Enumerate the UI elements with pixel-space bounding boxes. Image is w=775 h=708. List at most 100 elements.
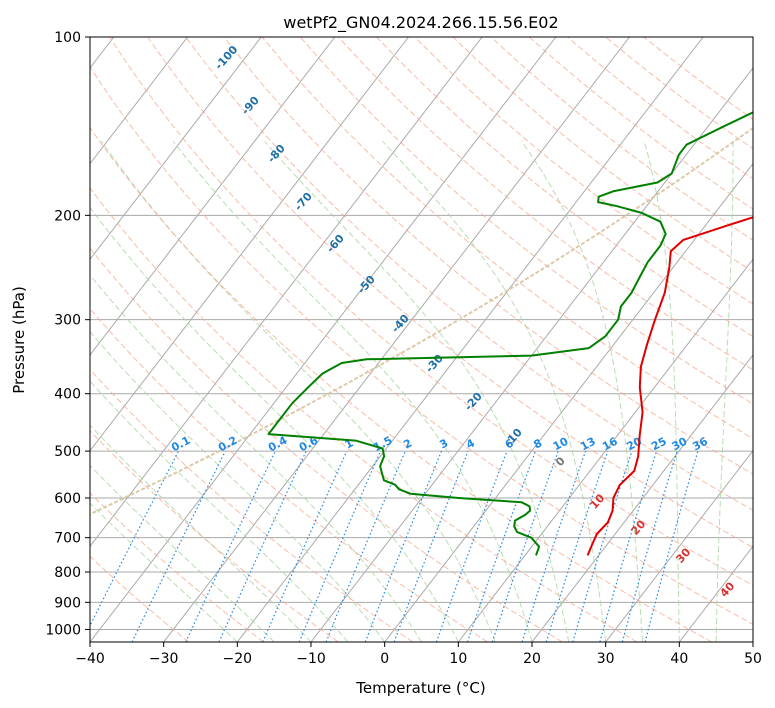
dry-adiabat-line — [338, 37, 753, 371]
mixing-ratio-line — [218, 450, 307, 642]
mixing-ratio-line — [572, 450, 633, 642]
x-tick-label: 30 — [597, 651, 615, 667]
isotherm-line — [90, 37, 483, 548]
adiabat-labels: 0.1 0.2 0.4 0.6 1 1.5 2 3 4 6 8 10 13 16 20 25 30 36-100-… — [169, 43, 737, 600]
moist-adiabat-line — [90, 274, 422, 642]
isotherm-lines — [90, 37, 753, 642]
x-tick-label: 0 — [380, 651, 389, 667]
dry-adiabat-line — [567, 37, 753, 180]
mixing-ratio-line — [599, 450, 658, 642]
dry-adiabat-label: -100 — [212, 43, 240, 72]
dry-adiabat-line — [90, 492, 264, 642]
y-tick-label: 600 — [54, 491, 81, 507]
y-axis: 100 200 300 400 500 600 700 800 900 1000 — [45, 30, 90, 638]
mixing-ratio-label: 3 — [437, 436, 450, 451]
mixing-ratio-line — [545, 450, 609, 642]
moist-adiabat-line — [521, 141, 643, 642]
isotherm-line — [90, 37, 188, 165]
mixing-ratio-line — [393, 450, 469, 642]
data-series — [267, 111, 753, 556]
x-tick-label: 50 — [744, 651, 762, 667]
isotherm-line — [457, 258, 753, 642]
dry-adiabat-line — [90, 368, 414, 642]
x-axis-label: Temperature (°C) — [355, 679, 485, 697]
mixing-ratio-line — [364, 450, 443, 642]
ccl-curve — [90, 126, 753, 516]
isotherm-line — [163, 37, 630, 642]
isotherm-line — [752, 641, 753, 642]
mixing-ratio-line — [262, 450, 348, 642]
mixing-ratio-label: 16 — [600, 435, 620, 454]
dry-adiabat-label: -90 — [239, 94, 262, 118]
x-tick-label: −40 — [75, 651, 105, 667]
x-tick-label: −10 — [296, 651, 326, 667]
dry-adiabat-line — [261, 37, 753, 440]
dry-adiabat-line — [299, 37, 753, 405]
isotherm-line — [90, 37, 557, 642]
mixing-ratio-line — [466, 450, 537, 642]
dry-adiabat-line — [90, 187, 638, 642]
dry-adiabat-line — [185, 37, 753, 511]
dry-adiabat-label: 20 — [628, 517, 648, 537]
x-tick-label: 10 — [449, 651, 467, 667]
isotherm-line — [236, 37, 704, 642]
moist-adiabat-line — [643, 141, 680, 642]
moist-adiabat-line — [90, 424, 312, 642]
ccl-curve-line — [90, 126, 753, 516]
mixing-ratio-label: 1 — [343, 436, 356, 451]
y-tick-label: 800 — [54, 565, 81, 581]
moist-adiabat-line — [101, 141, 496, 642]
dry-adiabat-label: -80 — [265, 142, 288, 166]
moist-adiabat-line — [90, 380, 349, 642]
isotherm-line — [310, 67, 753, 642]
mixing-ratio-line — [644, 450, 699, 642]
dry-adiabat-line — [90, 247, 563, 642]
dry-adiabat-label: 10 — [587, 491, 607, 511]
dry-adiabat-label: 40 — [717, 579, 737, 599]
dry-adiabat-label: -40 — [389, 312, 412, 336]
mixing-ratio-line — [298, 450, 382, 642]
dry-adiabat-line — [90, 65, 753, 625]
y-tick-label: 400 — [54, 387, 81, 403]
mixing-ratio-label: 25 — [649, 435, 669, 454]
dry-adiabat-lines — [90, 37, 753, 642]
temperature-profile-line — [586, 216, 753, 556]
mixing-ratio-label: 10 — [551, 434, 571, 453]
mixing-ratio-label: 20 — [624, 435, 644, 454]
x-tick-label: −20 — [223, 651, 253, 667]
moist-adiabat-lines — [90, 140, 753, 642]
moist-adiabat-line — [90, 502, 238, 642]
y-tick-label: 700 — [54, 531, 81, 547]
mixing-ratio-lines — [90, 450, 699, 642]
moist-adiabat-line — [172, 140, 533, 642]
x-tick-label: 40 — [670, 651, 688, 667]
isotherm-line — [90, 37, 409, 452]
dry-adiabat-line — [528, 37, 753, 210]
plot-area: 0.1 0.2 0.4 0.6 1 1.5 2 3 4 6 8 10 13 16 20 25 30 36-100-… — [90, 37, 753, 642]
dry-adiabat-line — [147, 37, 753, 548]
mixing-ratio-label: 4 — [464, 436, 477, 451]
mixing-ratio-line — [521, 450, 587, 642]
isotherm-line — [90, 37, 336, 356]
mixing-ratio-label: 2 — [401, 436, 414, 451]
mixing-ratio-label: 36 — [690, 435, 710, 454]
y-tick-label: 100 — [54, 30, 81, 46]
mixing-ratio-label: 30 — [670, 435, 690, 454]
mixing-ratio-line — [491, 450, 559, 642]
dry-adiabat-line — [376, 37, 753, 338]
y-axis-label: Pressure (hPa) — [10, 286, 28, 394]
x-tick-label: 20 — [523, 651, 541, 667]
isotherm-line — [605, 449, 753, 642]
isotherm-line — [531, 354, 753, 642]
dry-adiabat-line — [90, 126, 712, 642]
dry-adiabat-line — [643, 37, 753, 120]
x-axis: −40 −30 −20 −10 0 10 20 30 40 50 — [75, 642, 762, 667]
chart-title: wetPf2_GN04.2024.266.15.56.E02 — [283, 13, 558, 33]
dry-adiabat-label: -30 — [423, 352, 446, 376]
mixing-ratio-line — [90, 450, 180, 628]
moist-adiabat-line — [90, 331, 386, 642]
plot-frame — [89, 36, 754, 643]
isotherm-line — [90, 37, 262, 261]
moist-adiabat-line — [90, 464, 275, 642]
